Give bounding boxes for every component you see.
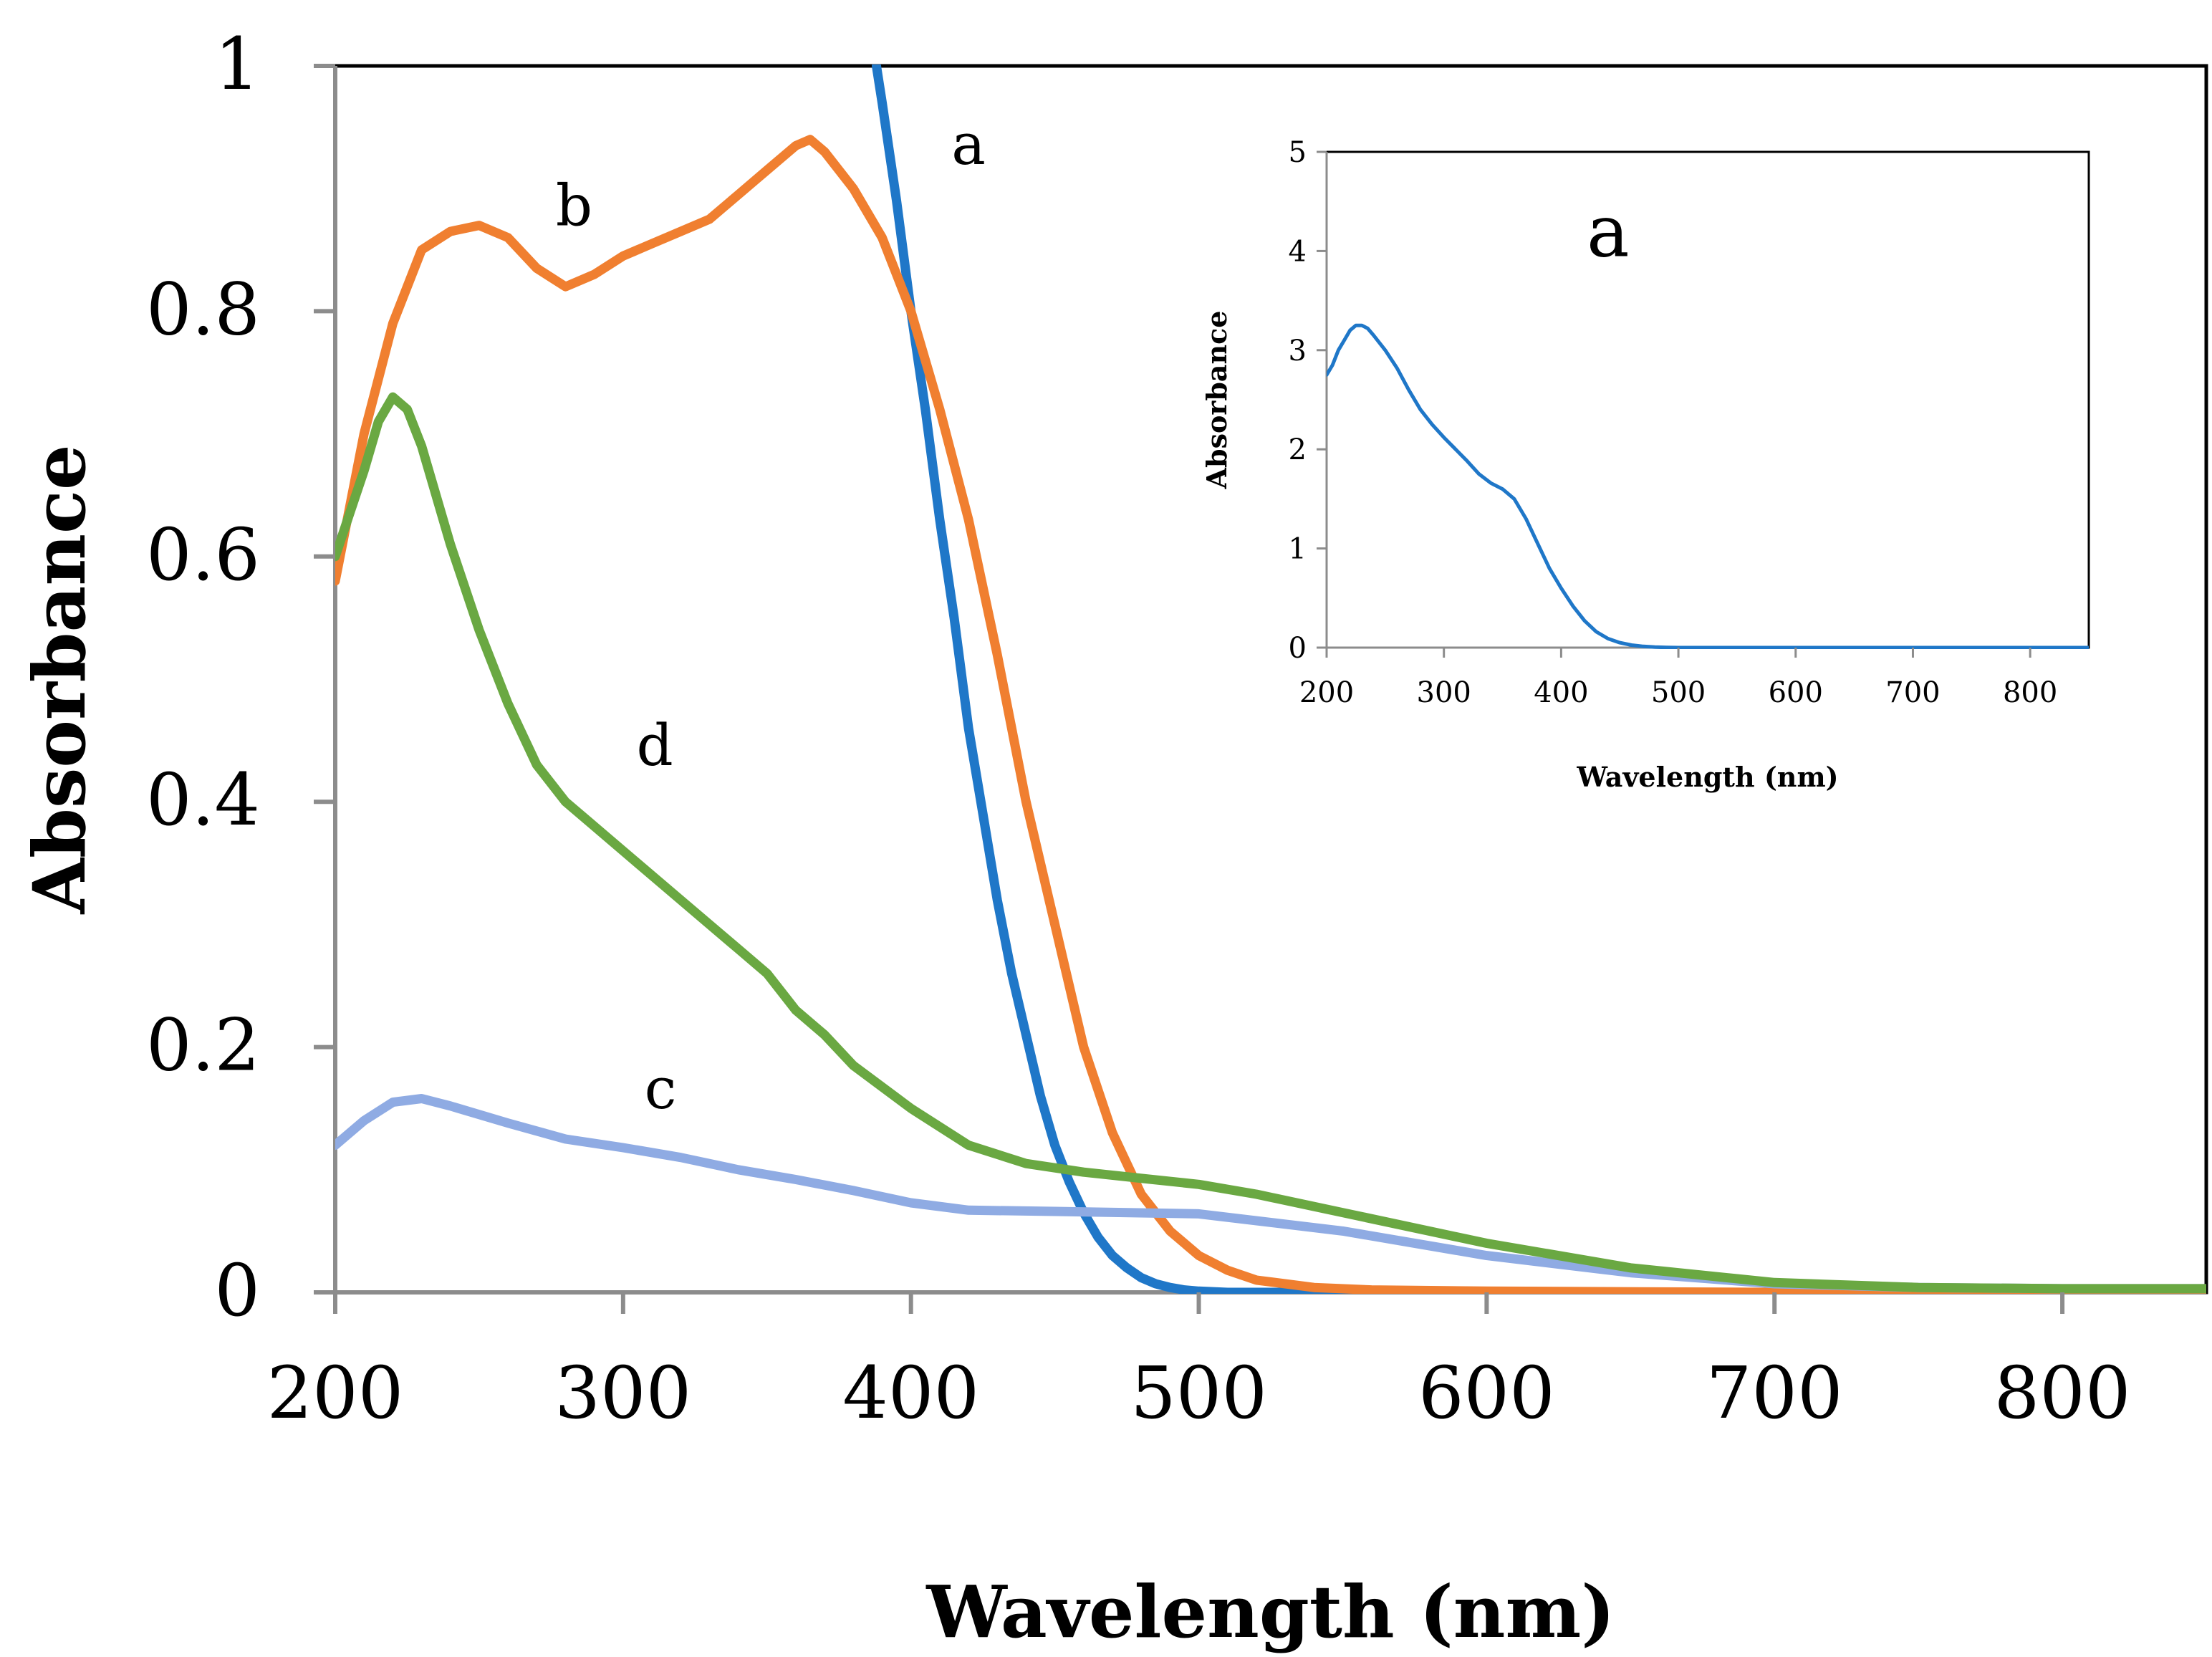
main-y-tick-label: 0 — [214, 1249, 260, 1332]
inset-y-axis-title: Absorbance — [1201, 311, 1233, 490]
main-curve-label-c: c — [645, 1055, 677, 1122]
main-curve-label-d: d — [636, 712, 673, 779]
main-curve-label-a: a — [951, 111, 986, 178]
inset-plot: 200 300 400 500 600 700 800 0 1 2 3 4 5 a Wavelength… — [1201, 136, 2090, 793]
main-plot: 200 300 400 500 600 700 800 0 0.2 0.4 0.6 0.8 1 a b d c… — [17, 22, 2208, 1654]
inset-x-tick-label: 400 — [1534, 676, 1588, 709]
inset-x-tick-label: 500 — [1651, 676, 1706, 709]
inset-curve-label-a: a — [1587, 189, 1630, 273]
main-series-line-d — [335, 392, 2206, 1294]
inset-x-tick-label: 300 — [1417, 676, 1471, 709]
inset-x-tick-label: 200 — [1299, 676, 1354, 709]
inset-y-tick-label: 0 — [1289, 632, 1307, 665]
main-y-tick-label: 0.8 — [146, 267, 260, 351]
inset-series-line-a — [1327, 323, 2089, 649]
inset-y-tick-label: 2 — [1289, 433, 1307, 466]
main-series-line-b — [335, 135, 2206, 1294]
inset-x-axis-title: Wavelength (nm) — [1576, 761, 1838, 793]
inset-y-tick-label: 3 — [1289, 335, 1307, 368]
main-x-axis-title: Wavelength (nm) — [925, 1570, 1615, 1654]
inset-y-tick-label: 4 — [1289, 235, 1307, 268]
main-y-axis-title: Absorbance — [17, 444, 102, 914]
main-x-tick-label: 700 — [1706, 1351, 1843, 1435]
main-curve-label-b: b — [556, 173, 592, 239]
main-x-tick-label: 300 — [554, 1351, 691, 1435]
main-x-tick-label: 600 — [1418, 1351, 1555, 1435]
inset-y-tick-label: 5 — [1289, 136, 1307, 169]
main-x-tick-label: 800 — [1994, 1351, 2131, 1435]
inset-x-tick-label: 600 — [1769, 676, 1823, 709]
main-y-tick-label: 1 — [214, 22, 260, 106]
main-x-tick-label: 400 — [842, 1351, 979, 1435]
inset-y-tick-label: 1 — [1289, 533, 1307, 566]
main-x-tick-label: 200 — [267, 1351, 404, 1435]
main-y-tick-label: 0.6 — [146, 513, 260, 597]
main-y-tick-label: 0.4 — [146, 758, 260, 842]
main-y-tick-label: 0.2 — [146, 1004, 260, 1087]
main-x-tick-label: 500 — [1130, 1351, 1267, 1435]
inset-x-tick-label: 800 — [2003, 676, 2057, 709]
inset-x-tick-label: 700 — [1885, 676, 1940, 709]
